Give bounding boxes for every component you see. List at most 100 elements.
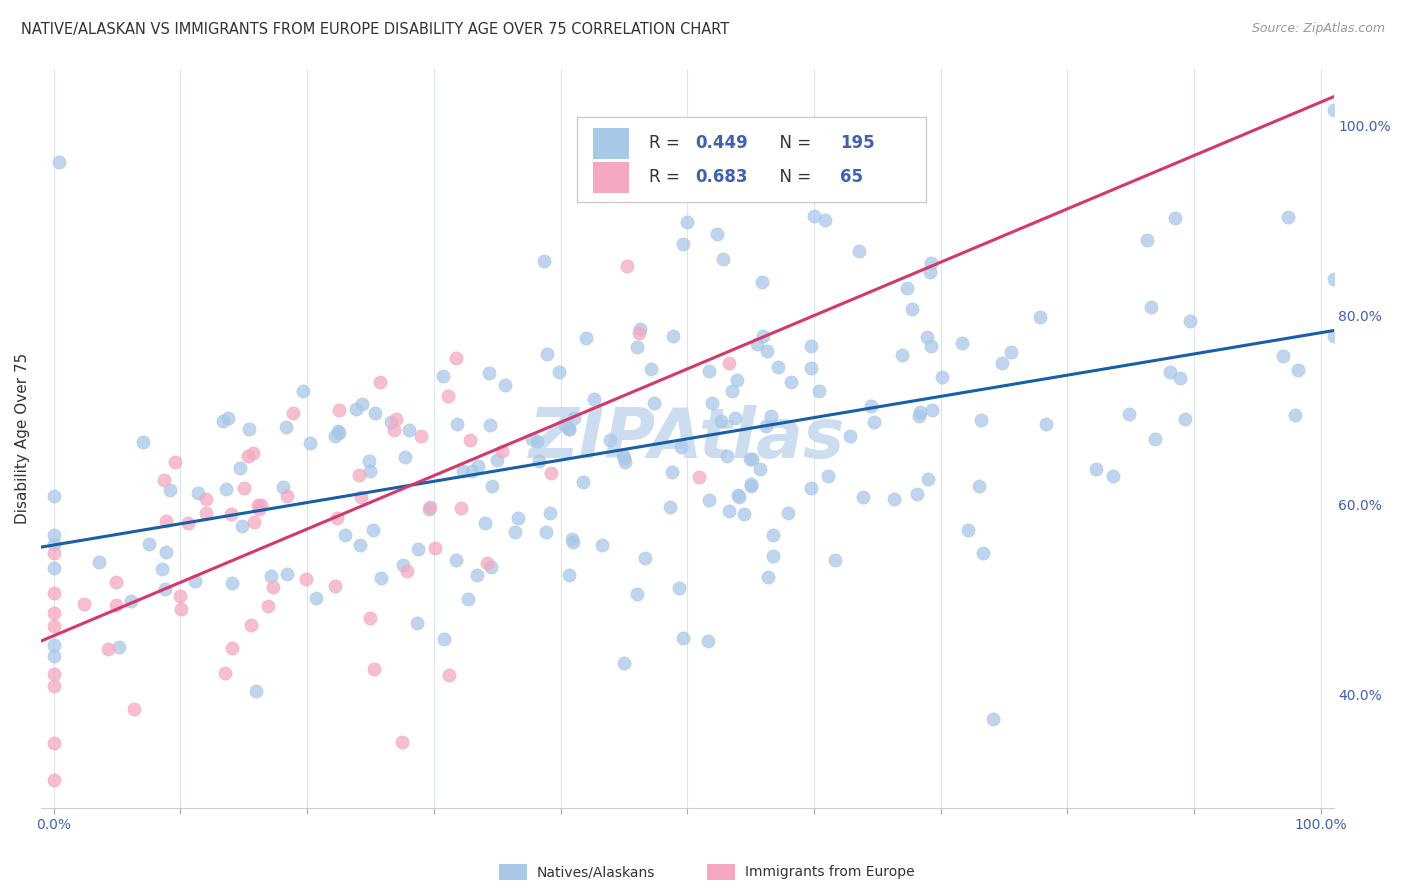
Point [536,347,558,361]
Point [1174,411,1197,425]
Point [640,362,662,376]
Point [361,523,384,537]
Point [439,668,461,682]
Text: Immigrants from Europe: Immigrants from Europe [745,865,915,880]
Point [852,490,875,504]
Point [503,525,526,540]
Point [1139,300,1161,314]
Point [478,366,501,380]
Point [405,615,427,630]
Point [896,281,918,295]
Point [350,490,373,504]
Point [920,265,942,279]
Point [745,337,768,351]
Point [1322,103,1344,117]
Point [616,259,638,273]
Point [305,591,328,605]
Point [920,339,942,353]
Point [159,483,181,497]
Point [187,486,209,500]
Point [467,458,489,473]
Point [236,449,259,463]
Point [215,483,238,497]
Point [359,464,381,478]
Point [697,634,720,648]
Point [1102,469,1125,483]
Point [706,227,728,241]
Point [917,330,939,344]
Point [349,538,371,552]
Point [800,339,823,353]
Point [257,599,280,613]
Point [762,549,785,564]
Point [718,355,741,369]
Point [1164,211,1187,226]
Point [1035,417,1057,431]
Point [344,402,367,417]
Point [221,641,243,656]
Point [328,424,350,438]
Point [1322,271,1344,285]
Point [561,535,583,549]
Point [920,256,942,270]
Point [184,574,207,588]
Point [540,466,562,480]
Point [120,593,142,607]
Point [42,537,65,551]
Point [323,429,346,443]
Point [1322,328,1344,343]
Point [562,411,585,425]
Point [931,370,953,384]
Point [724,410,747,425]
Text: 0.683: 0.683 [695,169,748,186]
Point [634,551,657,566]
Point [479,559,502,574]
Point [458,433,481,447]
Point [485,452,508,467]
Point [42,606,65,620]
Point [883,492,905,507]
Point [727,488,749,502]
Point [558,422,581,436]
Point [853,175,876,189]
Point [138,537,160,551]
Point [380,415,402,429]
Point [733,507,755,521]
Point [219,507,242,521]
Point [908,405,931,419]
Point [890,347,912,361]
Point [42,648,65,663]
Point [658,500,681,515]
Text: 65: 65 [839,169,863,186]
Point [465,568,488,582]
Point [395,564,418,578]
Text: Source: ZipAtlas.com: Source: ZipAtlas.com [1251,22,1385,36]
Point [357,454,380,468]
Point [1286,363,1309,377]
Point [328,403,350,417]
Point [42,561,65,575]
Point [276,566,298,581]
Point [150,562,173,576]
Point [839,429,862,443]
Point [643,396,665,410]
Point [170,602,193,616]
Point [474,516,496,530]
Text: 0.449: 0.449 [695,134,748,153]
Point [352,397,374,411]
Point [347,467,370,482]
Point [42,666,65,681]
Point [702,396,724,410]
Point [221,576,243,591]
Point [613,451,636,466]
Point [591,538,613,552]
Point [299,436,322,450]
Point [243,515,266,529]
Text: NATIVE/ALASKAN VS IMMIGRANTS FROM EUROPE DISABILITY AGE OVER 75 CORRELATION CHAR: NATIVE/ALASKAN VS IMMIGRANTS FROM EUROPE… [21,22,730,37]
Point [291,384,314,399]
Point [1168,371,1191,385]
Point [972,546,994,560]
Point [409,428,432,442]
Point [907,409,929,423]
Point [105,598,128,612]
